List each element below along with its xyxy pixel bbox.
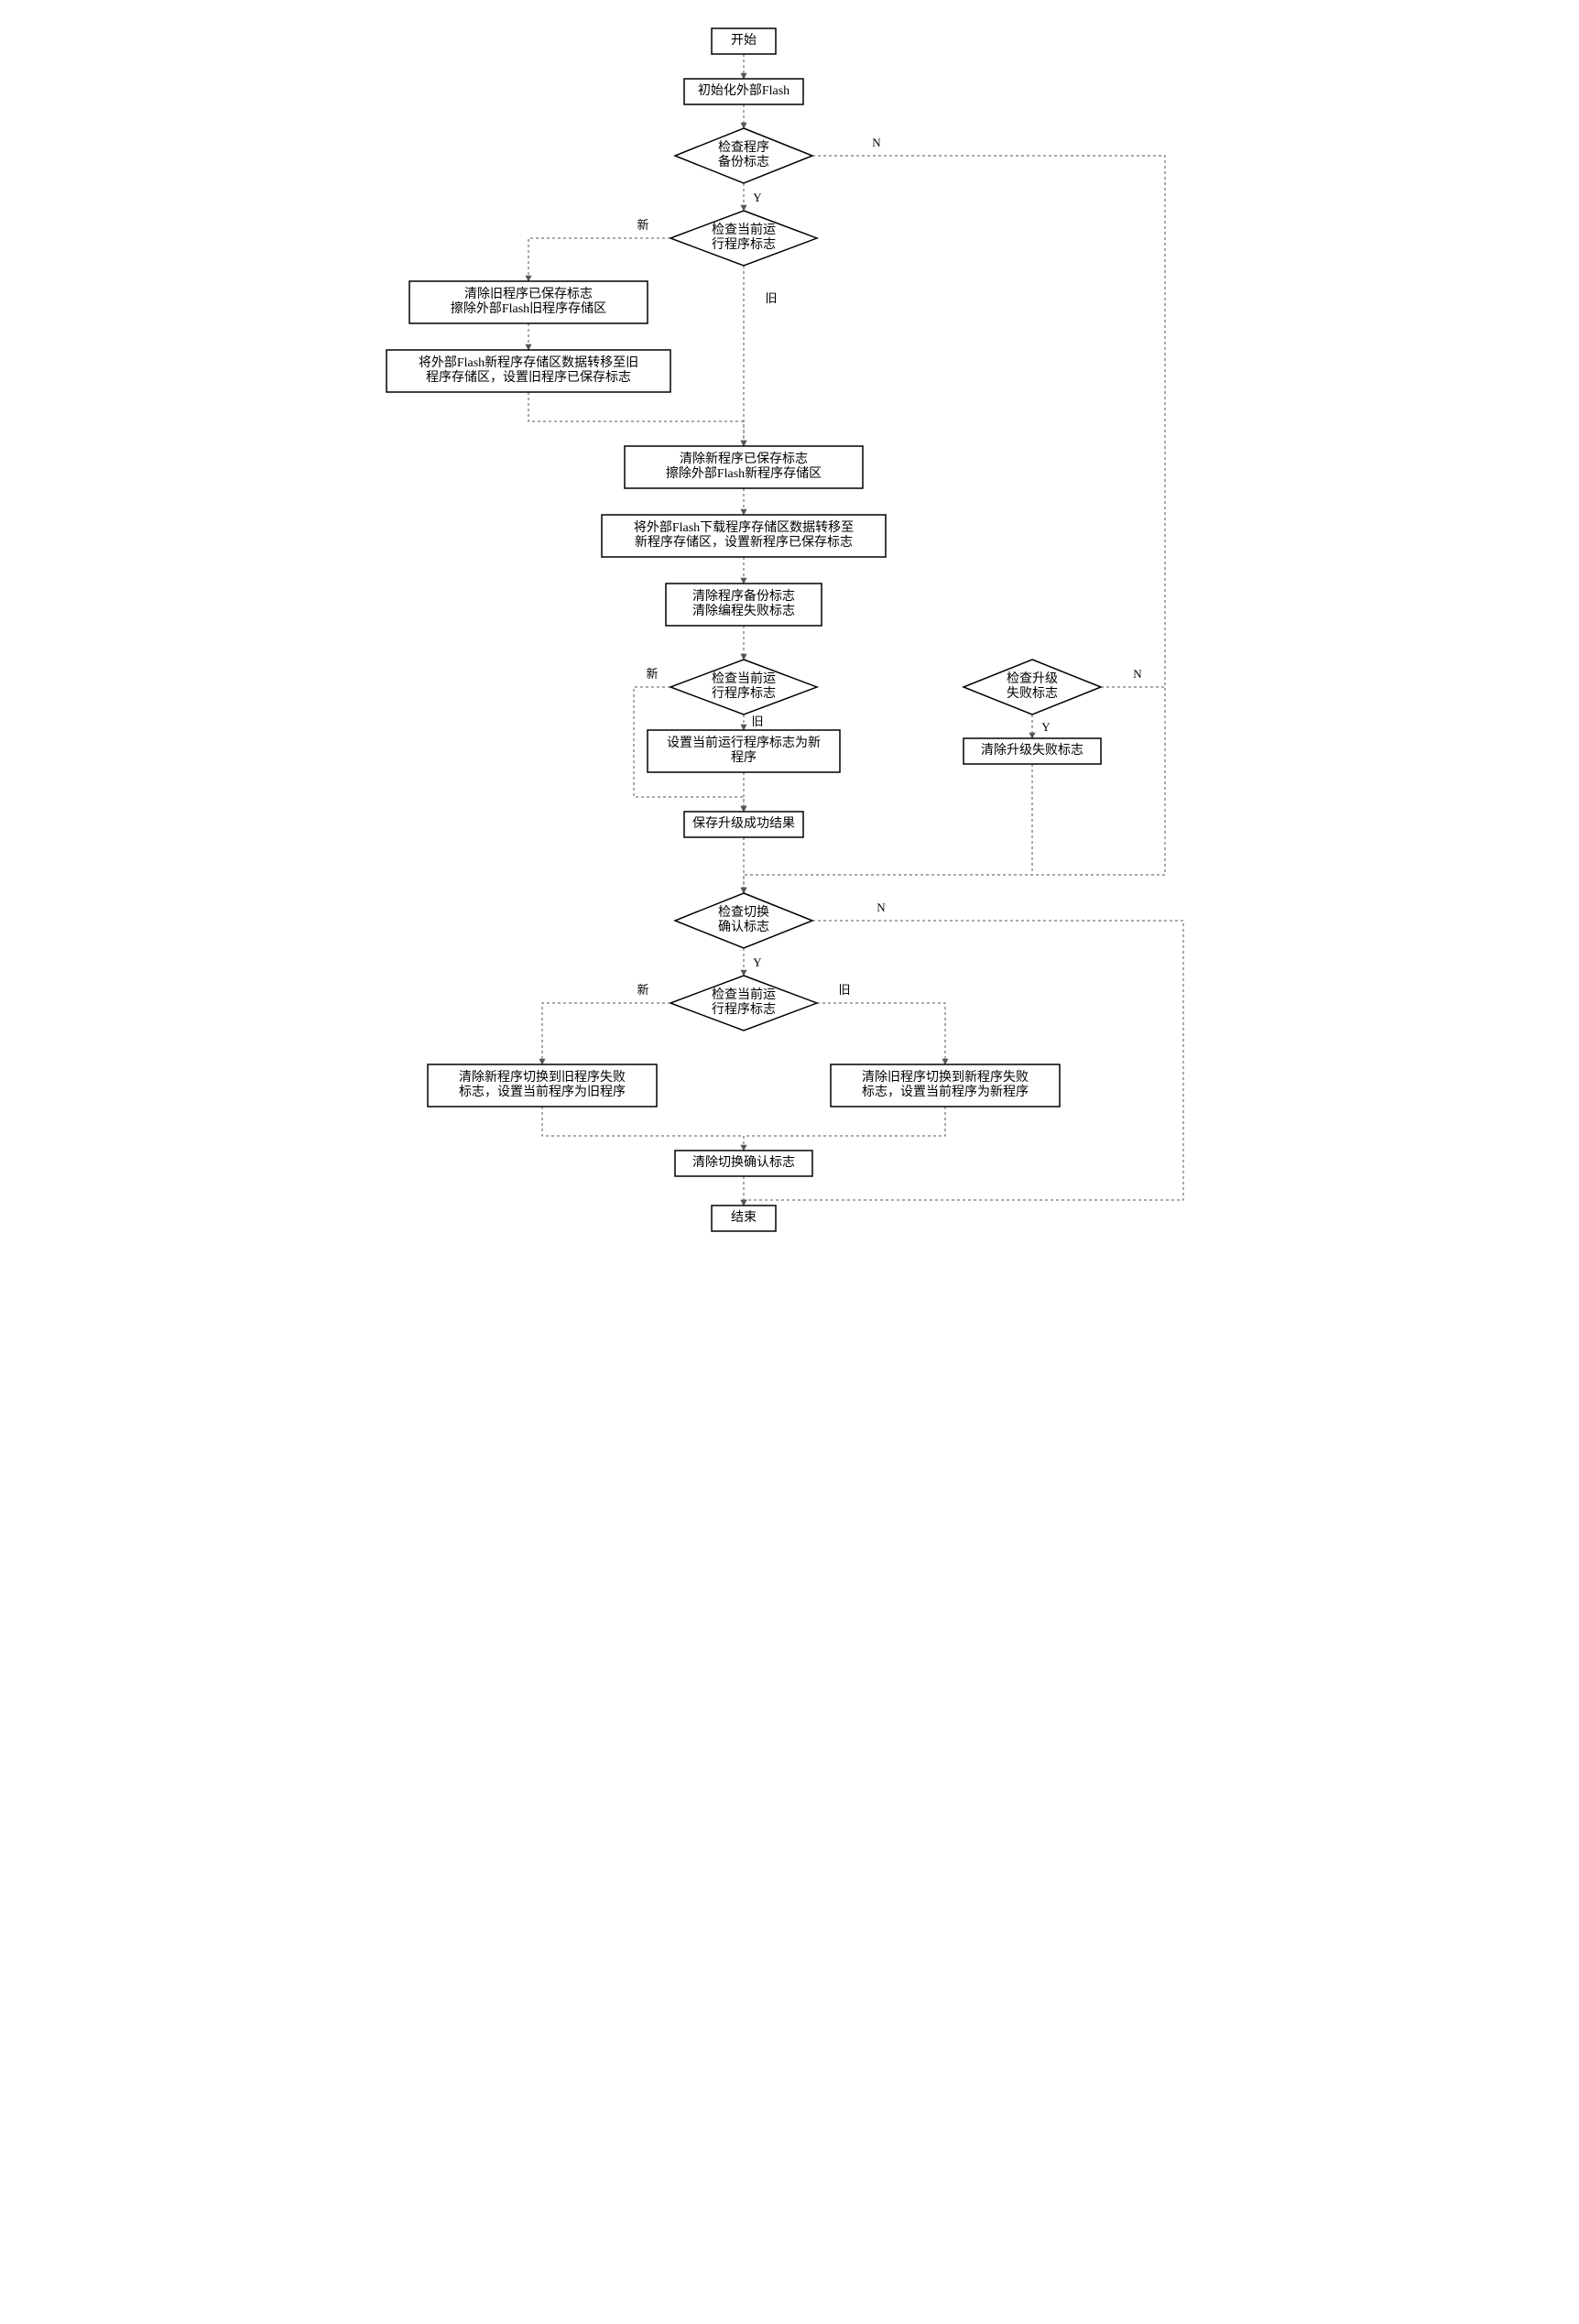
node-label: 清除旧程序已保存标志: [464, 287, 593, 301]
node-label: 清除升级失败标志: [981, 743, 1084, 758]
node-label: 清除旧程序切换到新程序失败: [862, 1069, 1029, 1085]
edge-label: 旧: [751, 715, 763, 728]
node-label: 清除编程失败标志: [692, 604, 795, 618]
node-label: 检查升级: [1007, 671, 1058, 686]
node-label: 检查当前运: [712, 222, 776, 237]
edge-label: 旧: [765, 291, 777, 305]
node-init: 初始化外部Flash: [684, 79, 803, 104]
node-label: 保存升级成功结果: [692, 816, 795, 831]
edge-label: Y: [753, 191, 762, 204]
node-label: 程序: [731, 750, 757, 765]
edge-label: 新: [646, 667, 658, 681]
edge: [542, 1003, 670, 1064]
node-label: 清除新程序切换到旧程序失败: [459, 1069, 626, 1085]
edge-label: Y: [1041, 720, 1051, 734]
edge: [817, 1003, 945, 1064]
edge-label: N: [877, 900, 886, 914]
node-end: 结束: [712, 1206, 776, 1231]
edge-label: 新: [637, 218, 648, 232]
node-label: 初始化外部Flash: [698, 82, 790, 98]
nodes-layer: 开始初始化外部Flash检查程序备份标志检查当前运行程序标志清除旧程序已保存标志…: [387, 28, 1101, 1231]
node-d_switch: 检查切换确认标志: [675, 893, 812, 948]
node-label: 擦除外部Flash旧程序存储区: [451, 300, 606, 316]
edge: [542, 1107, 744, 1151]
node-p_set_new: 设置当前运行程序标志为新程序: [648, 730, 840, 772]
node-p_save_ok: 保存升级成功结果: [684, 812, 803, 837]
node-label: 清除程序备份标志: [692, 588, 795, 604]
edge-label: Y: [753, 955, 762, 969]
edge-label: N: [872, 136, 881, 149]
node-d_backup: 检查程序备份标志: [675, 128, 812, 183]
node-label: 检查程序: [718, 140, 769, 155]
node-d_run2: 检查当前运行程序标志: [670, 660, 817, 715]
node-label: 新程序存储区，设置新程序已保存标志: [635, 535, 853, 550]
edge-label: N: [1133, 667, 1142, 681]
node-p_sw_new: 清除新程序切换到旧程序失败标志，设置当前程序为旧程序: [428, 1064, 657, 1107]
node-label: 失败标志: [1007, 686, 1058, 701]
edge-label: 新: [637, 983, 648, 997]
node-label: 清除切换确认标志: [692, 1154, 795, 1170]
node-label: 将外部Flash新程序存储区数据转移至旧: [419, 355, 638, 370]
node-p_sw_old: 清除旧程序切换到新程序失败标志，设置当前程序为新程序: [831, 1064, 1060, 1107]
node-label: 确认标志: [718, 920, 769, 934]
edge-label: 旧: [838, 983, 850, 997]
node-label: 标志，设置当前程序为旧程序: [459, 1084, 626, 1099]
node-d_run1: 检查当前运行程序标志: [670, 211, 817, 266]
node-label: 检查当前运: [712, 671, 776, 686]
node-label: 行程序标志: [712, 1002, 776, 1017]
node-label: 备份标志: [718, 154, 769, 169]
node-p_clear_new: 清除新程序已保存标志擦除外部Flash新程序存储区: [625, 446, 863, 488]
node-d_run3: 检查当前运行程序标志: [670, 976, 817, 1031]
node-label: 检查切换: [718, 904, 769, 920]
node-p_move_new: 将外部Flash下载程序存储区数据转移至新程序存储区，设置新程序已保存标志: [602, 515, 886, 557]
node-start: 开始: [712, 28, 776, 54]
node-label: 行程序标志: [712, 686, 776, 701]
node-label: 行程序标志: [712, 237, 776, 252]
node-p_move_old: 将外部Flash新程序存储区数据转移至旧程序存储区，设置旧程序已保存标志: [387, 350, 670, 392]
node-label: 将外部Flash下载程序存储区数据转移至: [634, 520, 854, 535]
node-d_upfail: 检查升级失败标志: [964, 660, 1101, 715]
node-p_clr_upf: 清除升级失败标志: [964, 738, 1101, 764]
edge: [528, 392, 744, 446]
node-p_clear_bk: 清除程序备份标志清除编程失败标志: [666, 584, 822, 626]
node-label: 标志，设置当前程序为新程序: [862, 1084, 1029, 1099]
node-label: 清除新程序已保存标志: [680, 452, 808, 466]
node-label: 检查当前运: [712, 987, 776, 1002]
node-label: 程序存储区，设置旧程序已保存标志: [426, 370, 631, 385]
node-label: 擦除外部Flash新程序存储区: [666, 465, 822, 481]
edge: [744, 1107, 945, 1136]
flowchart-diagram: YN新旧新旧NYYN新旧开始初始化外部Flash检查程序备份标志检查当前运行程序…: [377, 18, 1202, 1237]
node-p_clr_sw: 清除切换确认标志: [675, 1151, 812, 1176]
node-label: 结束: [731, 1210, 757, 1225]
edge: [528, 238, 670, 281]
node-p_clear_old: 清除旧程序已保存标志擦除外部Flash旧程序存储区: [409, 281, 648, 323]
node-label: 设置当前运行程序标志为新: [667, 735, 821, 750]
edges-layer: YN新旧新旧NYYN新旧: [528, 54, 1183, 1206]
node-label: 开始: [731, 33, 757, 48]
